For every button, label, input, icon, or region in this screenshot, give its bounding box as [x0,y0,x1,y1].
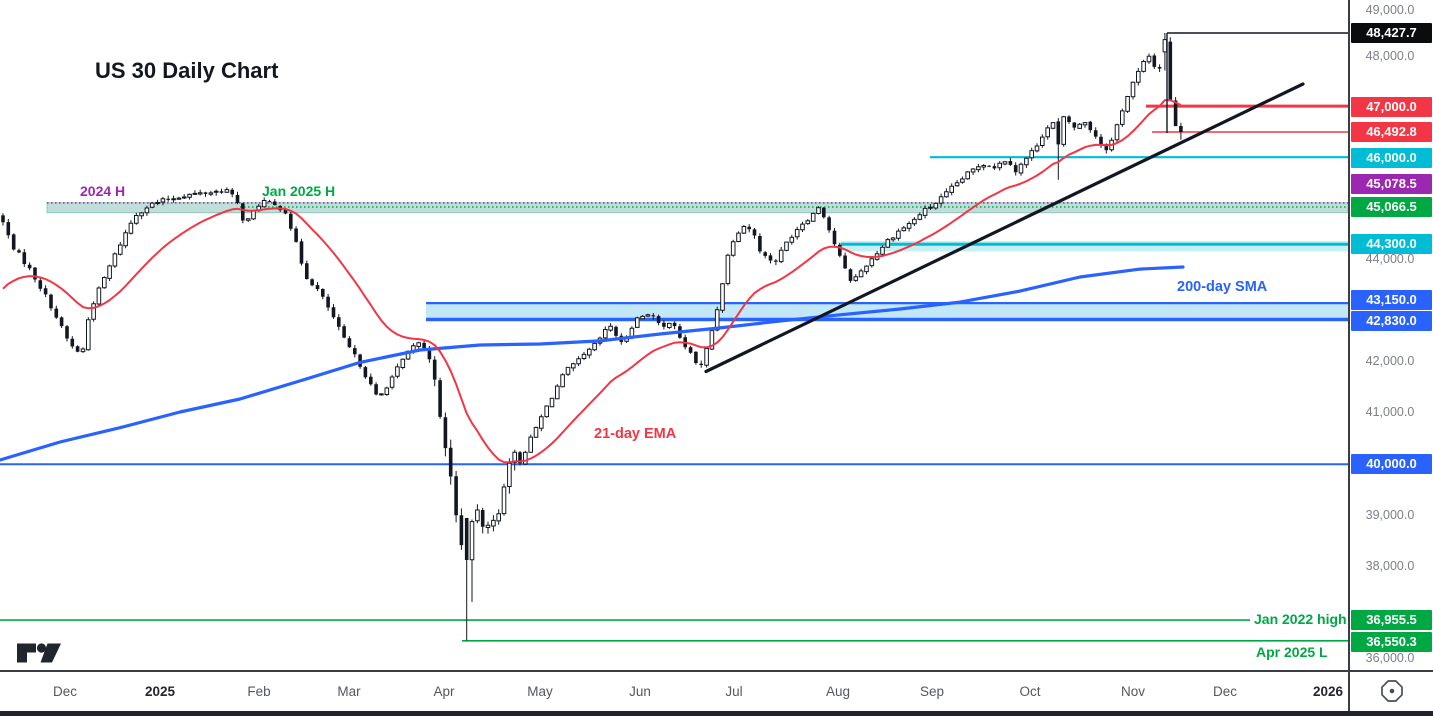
axis-separator-vertical [1348,0,1350,712]
ath-marker[interactable] [1166,32,1348,133]
zone-cyan-zone-44300[interactable] [841,240,1348,252]
annotation-jan-2025-high: Jan 2025 H [262,183,336,199]
candle-wicks [2,33,1182,641]
price-tick: 39,000.0 [1365,508,1415,522]
time-label: Jun [629,684,651,699]
price-tick: 49,000.0 [1365,3,1415,17]
bottom-bar [0,711,1433,716]
axis-separator-horizontal [0,670,1433,672]
tradingview-logo-glyph [17,643,61,663]
time-axis[interactable]: Dec 2025 Feb Mar Apr May Jun Jul Aug Sep Oct Nov Dec… [0,672,1348,710]
time-label: Mar [337,684,361,699]
annotation-jan-2022-high: Jan 2022 high [1250,611,1351,627]
time-label: Feb [247,684,271,699]
chart-drawing-surface[interactable] [0,0,1348,670]
time-label: Aug [825,684,851,699]
price-badge: 40,000.0 [1351,454,1432,474]
price-badge: 46,492.8 [1351,122,1432,142]
price-tick: 42,000.0 [1365,354,1415,368]
time-label: Nov [1120,684,1146,699]
price-tick: 44,000.0 [1365,252,1415,266]
price-badge: 45,078.5 [1351,174,1432,194]
price-badge: 42,830.0 [1351,311,1432,331]
chart-canvas[interactable]: US 30 Daily Chart 2024 H Jan 2025 H Jan 20… [0,0,1351,670]
time-label: May [527,684,553,699]
price-tick: 41,000.0 [1365,405,1415,419]
time-label: 2025 [144,684,176,699]
sma-200-line[interactable] [0,265,1185,462]
annotation-sma-label: 200-day SMA [1177,279,1268,295]
chart-title: US 30 Daily Chart [95,58,279,83]
price-tick: 36,000.0 [1365,651,1415,665]
time-label: Jul [725,684,743,699]
time-label: Oct [1019,684,1041,699]
annotation-high-2024: 2024 H [80,183,126,199]
price-badge: 36,550.3 [1351,632,1432,652]
time-label: Sep [919,684,945,699]
down-candles [1,41,1183,561]
settings-gear-icon[interactable] [1380,679,1404,703]
axis-corner [1350,672,1433,710]
trendline[interactable] [704,82,1305,374]
price-badge: 46,000.0 [1351,148,1432,168]
price-badge: 44,300.0 [1351,234,1432,254]
price-badge: 43,150.0 [1351,290,1432,310]
candles-layer [1,33,1183,641]
price-badge: 45,066.5 [1351,197,1432,217]
time-label: Dec [52,684,78,699]
up-candles [80,39,1168,561]
price-badge: 47,000.0 [1351,97,1432,117]
ema-21-line[interactable] [2,99,1182,464]
tradingview-logo[interactable] [16,641,62,665]
zone-supply-zone-45000[interactable] [46,202,1348,214]
price-tick: 48,000.0 [1365,49,1415,63]
price-axis[interactable]: 49,000.0 48,000.0 44,000.0 42,000.0 41,000.0… [1350,0,1433,670]
price-badge: 48,427.7 [1351,23,1432,43]
time-label: Apr [433,684,455,699]
time-label: Dec [1212,684,1238,699]
price-tick: 38,000.0 [1365,559,1415,573]
annotation-apr-2025-low: Apr 2025 L [1256,644,1328,660]
time-label: 2026 [1312,684,1344,699]
annotation-ema-label: 21-day EMA [594,426,677,442]
price-badge: 36,955.5 [1351,610,1432,630]
